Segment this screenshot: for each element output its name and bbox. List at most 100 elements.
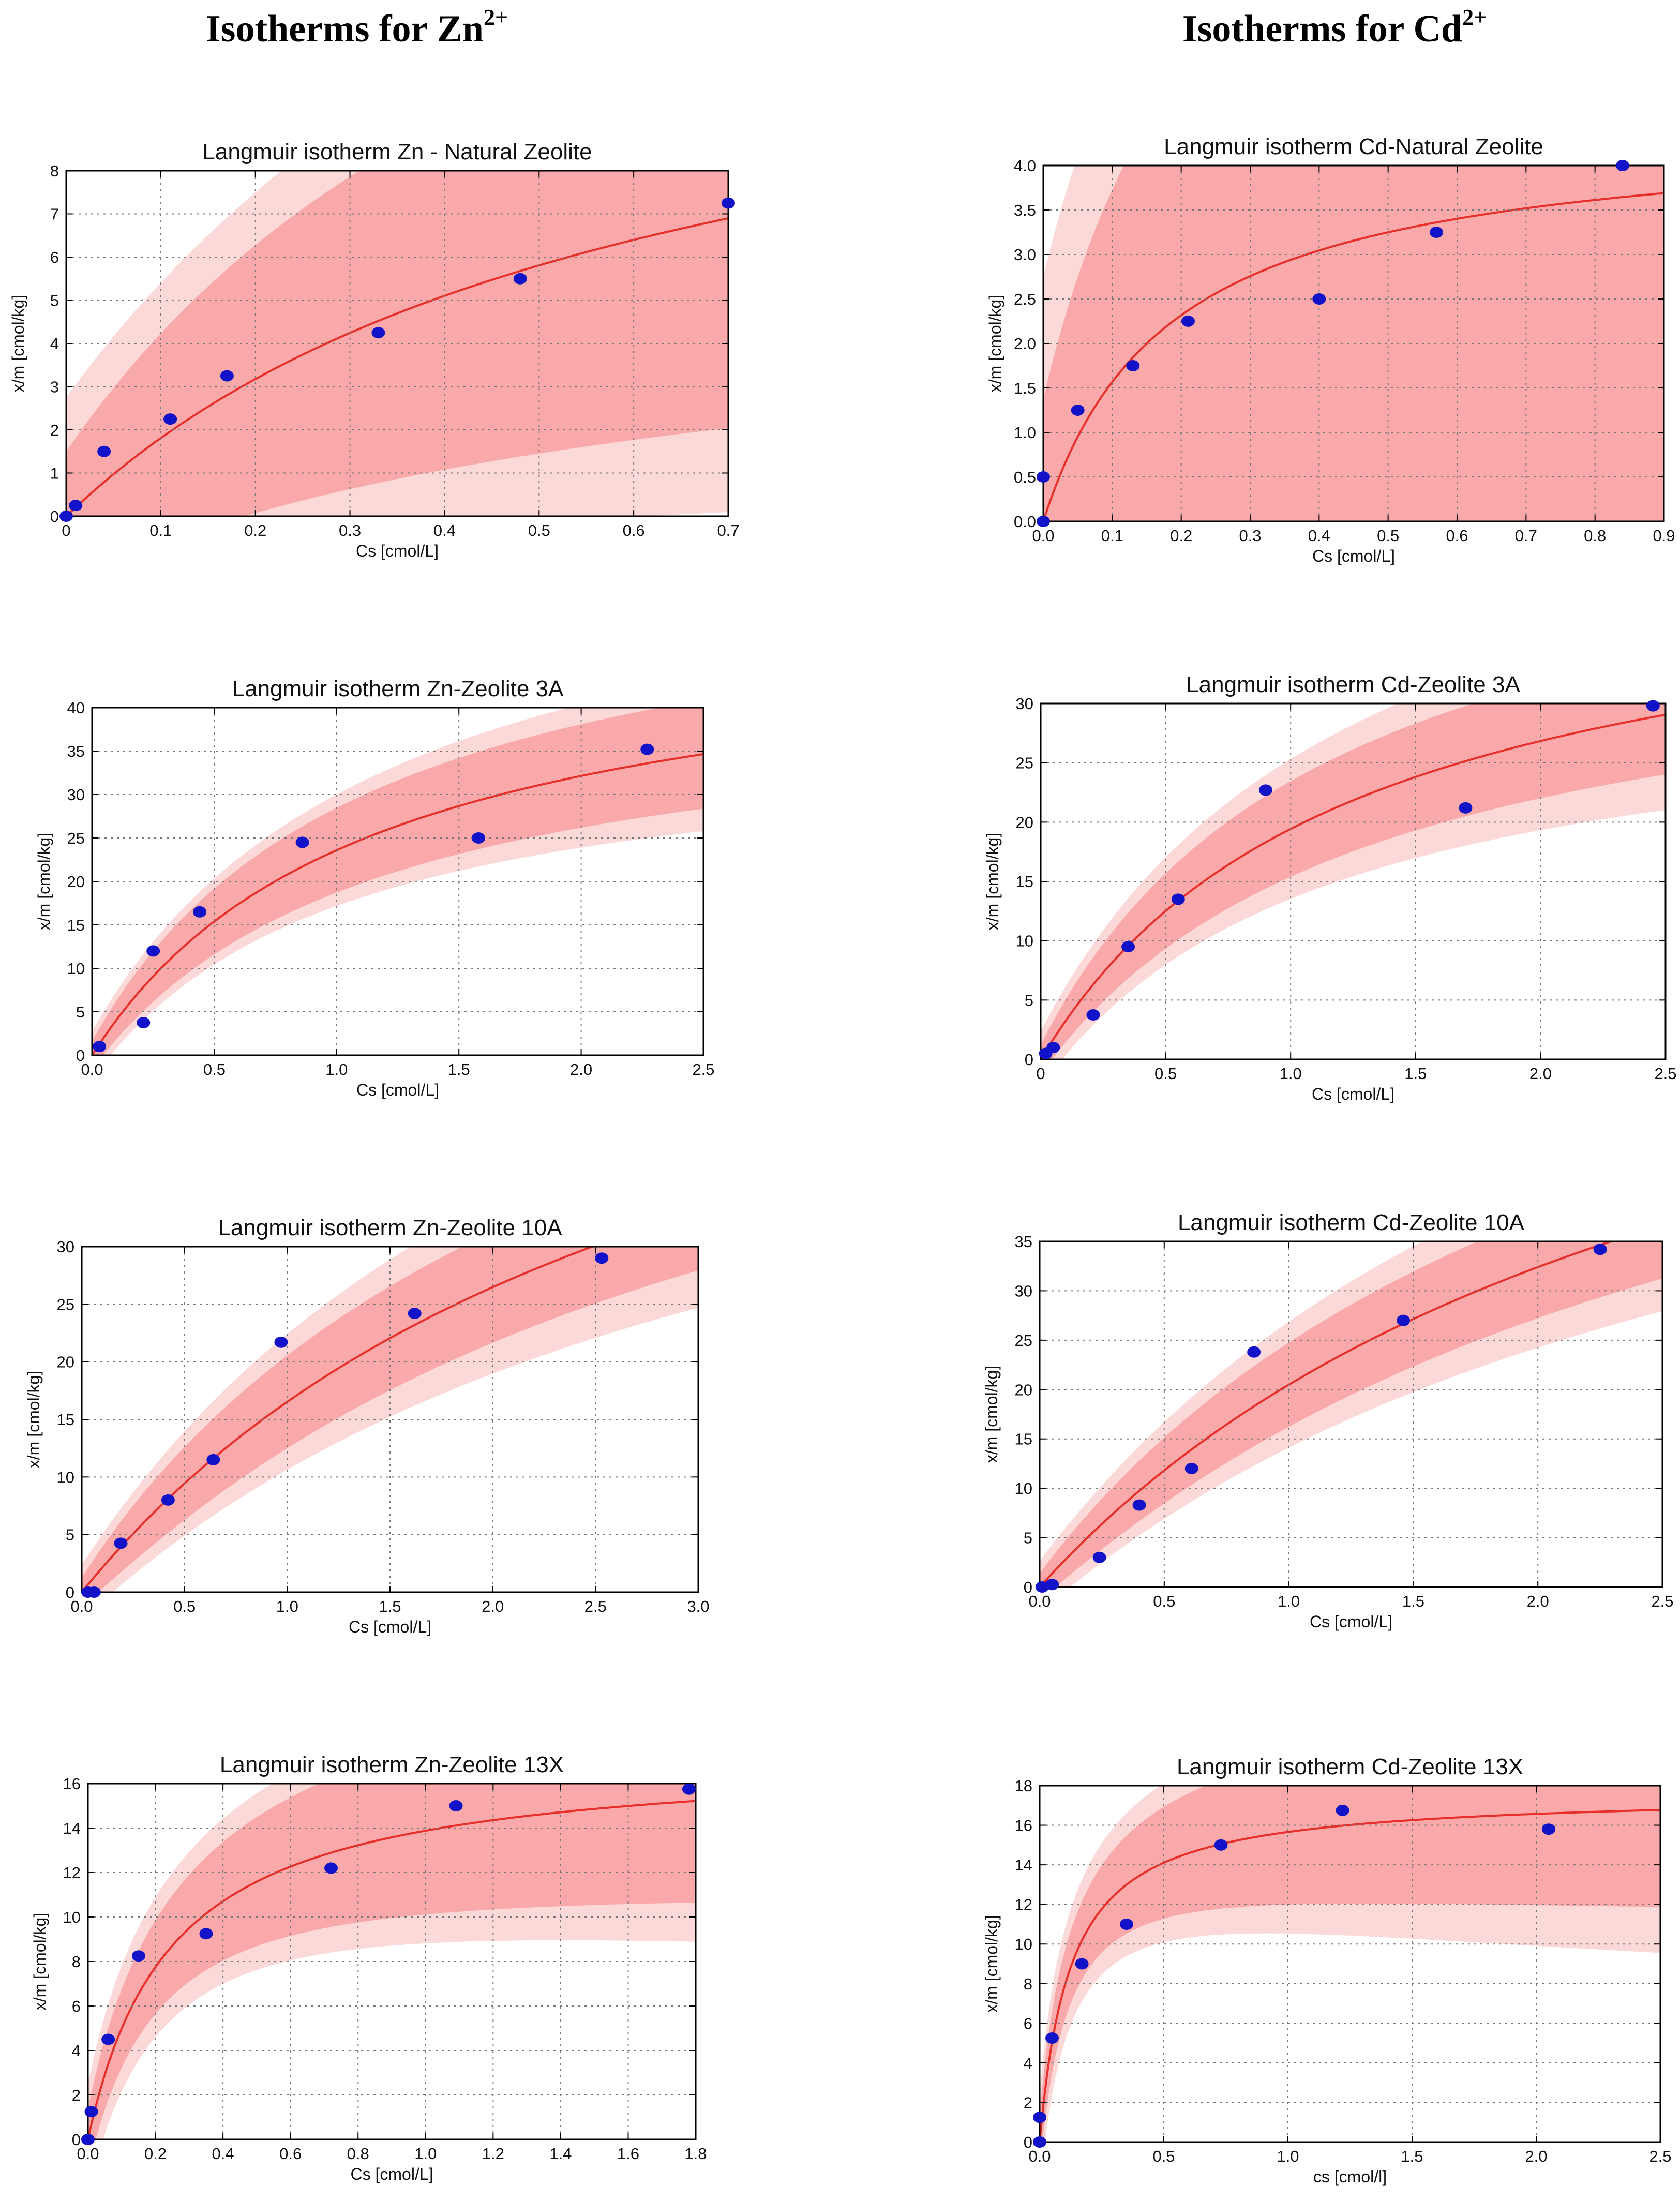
x-tick-label: 1.5 — [379, 1597, 401, 1615]
data-point — [93, 1041, 107, 1053]
data-point — [101, 2033, 115, 2045]
chart-title: Langmuir isotherm Cd-Zeolite 3A — [1186, 672, 1520, 697]
data-point — [1593, 1244, 1607, 1255]
data-point — [81, 2134, 95, 2145]
y-tick-label: 25 — [1016, 754, 1033, 772]
y-tick-label: 0 — [1024, 2133, 1032, 2151]
data-point — [1430, 227, 1443, 238]
x-tick-label: 0.5 — [1152, 2147, 1175, 2165]
x-tick-label: 0.3 — [1239, 527, 1261, 545]
x-tick-label: 1.0 — [325, 1060, 348, 1079]
y-tick-label: 16 — [63, 1775, 81, 1793]
x-tick-label: 0 — [62, 521, 70, 540]
y-tick-label: 3.5 — [1014, 201, 1036, 219]
x-tick-label: 1.5 — [1404, 1065, 1427, 1083]
x-tick-label: 1.0 — [276, 1597, 298, 1615]
x-tick-label: 0 — [1036, 1065, 1045, 1083]
left-heading-superscript: 2+ — [484, 5, 508, 31]
chart-title: Langmuir isotherm Zn-Zeolite 13X — [220, 1752, 564, 1777]
data-point — [131, 1950, 145, 1962]
chart-title: Langmuir isotherm Zn-Zeolite 10A — [218, 1215, 562, 1240]
x-tick-label: 1.5 — [1402, 1592, 1424, 1610]
y-tick-label: 3.0 — [1014, 246, 1036, 264]
x-tick-label: 2.5 — [1649, 2147, 1671, 2165]
x-tick-label: 0.7 — [1515, 527, 1537, 545]
data-point — [513, 273, 527, 285]
x-tick-label: 0.7 — [717, 521, 739, 540]
langmuir-fit-curve — [66, 217, 728, 516]
y-tick-label: 20 — [67, 873, 85, 891]
prediction-band — [82, 1247, 698, 1592]
x-tick-label: 1.8 — [684, 2145, 707, 2163]
y-axis-label: x/m [cmol/kg] — [31, 1913, 49, 2010]
y-tick-label: 5 — [76, 1003, 85, 1021]
x-tick-label: 2.5 — [1654, 1065, 1676, 1083]
y-axis-label: x/m [cmol/kg] — [986, 295, 1004, 392]
y-axis-label: x/m [cmol/kg] — [9, 295, 27, 392]
data-point — [682, 1783, 696, 1795]
data-point — [1214, 1839, 1228, 1851]
y-tick-label: 7 — [50, 205, 59, 223]
x-tick-label: 3.0 — [687, 1597, 709, 1615]
chart-cd-10a: 0.0 0.5 1.0 1.5 2.0 2.5 0 5 10 15 20 25 30 35 Langmuir… — [962, 1200, 1676, 1655]
data-point — [640, 743, 654, 755]
x-tick-label: 2.0 — [570, 1060, 592, 1079]
chart-title: Langmuir isotherm Cd-Zeolite 13X — [1177, 1754, 1523, 1779]
right-heading-superscript: 2+ — [1462, 5, 1487, 31]
y-tick-label: 0 — [1024, 1578, 1032, 1596]
y-tick-label: 20 — [57, 1353, 74, 1371]
x-tick-label: 0.5 — [528, 521, 550, 540]
chart-title: Langmuir isotherm Cd-Natural Zeolite — [1164, 134, 1543, 159]
chart-svg: 0.0 0.2 0.4 0.6 0.8 1.0 1.2 1.4 1.6 1.8 0 2 4 6 8 10 12 1… — [31, 1752, 707, 2183]
x-tick-label: 0.0 — [81, 1060, 103, 1079]
data-point — [1086, 1009, 1100, 1021]
x-tick-label: 2.5 — [584, 1597, 607, 1615]
confidence-band — [92, 708, 703, 1055]
y-tick-label: 10 — [1015, 1479, 1032, 1498]
data-point — [449, 1800, 463, 1811]
x-tick-label: 1.6 — [617, 2145, 639, 2163]
x-axis-label: Cs [cmol/L] — [349, 1618, 431, 1636]
data-point — [1033, 2136, 1046, 2148]
y-tick-label: 18 — [1015, 1777, 1032, 1795]
x-tick-label: 1.5 — [448, 1060, 470, 1079]
langmuir-fit-curve — [1040, 1241, 1614, 1587]
y-tick-label: 30 — [67, 786, 85, 804]
plot-clip-group — [88, 1784, 696, 2139]
x-tick-label: 0.2 — [144, 2145, 167, 2163]
y-tick-label: 2 — [50, 421, 59, 439]
langmuir-fit-curve — [1043, 192, 1664, 521]
data-point — [1397, 1314, 1411, 1326]
x-axis-label: Cs [cmol/L] — [356, 542, 439, 560]
plot-frame — [1039, 1240, 1663, 1588]
y-tick-label: 5 — [50, 292, 59, 310]
x-tick-label: 2.0 — [1525, 2147, 1547, 2165]
x-tick-label: 1.0 — [1280, 1065, 1302, 1083]
chart-svg: 0.0 0.5 1.0 1.5 2.0 2.5 3.0 0 5 10 15 20 25 30 Langmui… — [24, 1215, 710, 1636]
data-point — [1033, 2112, 1046, 2123]
y-tick-label: 0 — [76, 1046, 85, 1065]
y-tick-label: 0.5 — [1014, 468, 1036, 486]
x-tick-label: 0.0 — [70, 1597, 93, 1615]
y-tick-label: 25 — [1015, 1331, 1032, 1350]
y-tick-label: 12 — [1015, 1896, 1032, 1914]
plot-clip-group — [66, 171, 728, 516]
y-tick-label: 10 — [63, 1908, 81, 1926]
data-point — [1258, 784, 1272, 796]
x-tick-label: 2.5 — [1651, 1592, 1673, 1610]
data-point — [1616, 160, 1629, 171]
data-point — [97, 445, 111, 457]
data-point — [1336, 1804, 1349, 1816]
y-tick-label: 2.5 — [1014, 290, 1036, 308]
confidence-band — [1041, 703, 1666, 1059]
data-point — [206, 1454, 220, 1465]
x-tick-label: 0.8 — [1584, 527, 1606, 545]
y-tick-label: 35 — [1015, 1233, 1032, 1251]
x-axis-label: Cs [cmol/L] — [1312, 1085, 1394, 1103]
chart-title: Langmuir isotherm Zn-Zeolite 3A — [232, 676, 564, 701]
y-tick-label: 1 — [50, 465, 59, 483]
data-point — [87, 1586, 101, 1598]
x-tick-label: 0.4 — [433, 521, 456, 540]
data-point — [146, 945, 160, 957]
x-tick-label: 0.9 — [1653, 527, 1675, 545]
